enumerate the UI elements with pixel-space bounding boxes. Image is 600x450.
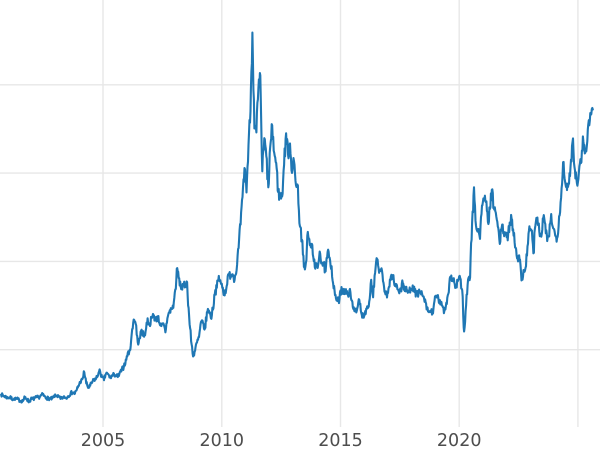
x-tick-label: 2010 (200, 431, 245, 450)
x-tick-label: 2020 (437, 431, 482, 450)
x-tick-label: 2005 (81, 431, 126, 450)
series-layer (0, 31, 594, 404)
price-series-line (0, 31, 594, 404)
x-tick-label: 2015 (318, 431, 363, 450)
gridlines (0, 0, 600, 427)
x-axis: 2005 2010 2015 2020 (81, 431, 482, 450)
